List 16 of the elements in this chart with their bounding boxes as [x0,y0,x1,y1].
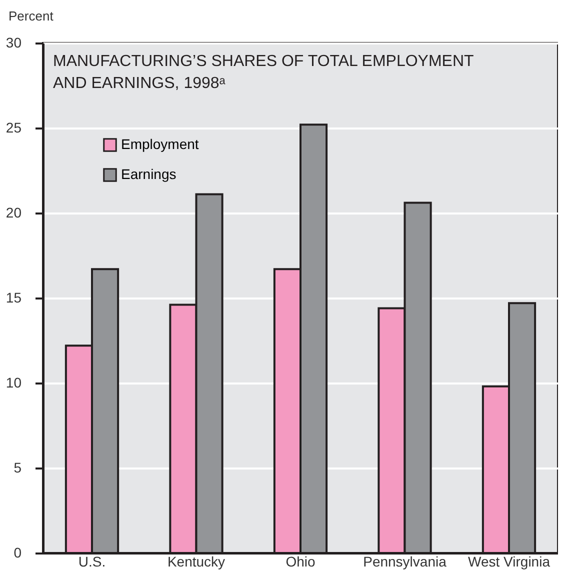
y-axis-title: Percent [8,8,54,24]
x-tick-label: U.S. [78,554,106,570]
y-tick-label: 15 [6,290,22,306]
y-tick-label: 0 [14,544,22,560]
legend-label: Employment [121,136,199,152]
x-tick-label: Kentucky [167,554,226,570]
y-tick-label: 20 [6,204,22,220]
x-tick-label: West Virginia [468,554,550,570]
x-tick-label: Ohio [286,554,316,570]
y-tick-label: 10 [6,374,22,390]
y-tick-label: 30 [6,34,22,50]
text: MANUFACTURING’S SHARES OF TOTAL EMPLOYMENT AND EARNINGS, 1998ᵃ [53,53,474,92]
y-tick-label: 5 [14,460,22,476]
legend-label: Earnings [121,166,176,182]
y-tick-label: 25 [6,120,22,136]
x-tick-label: Pennsylvania [363,554,447,570]
